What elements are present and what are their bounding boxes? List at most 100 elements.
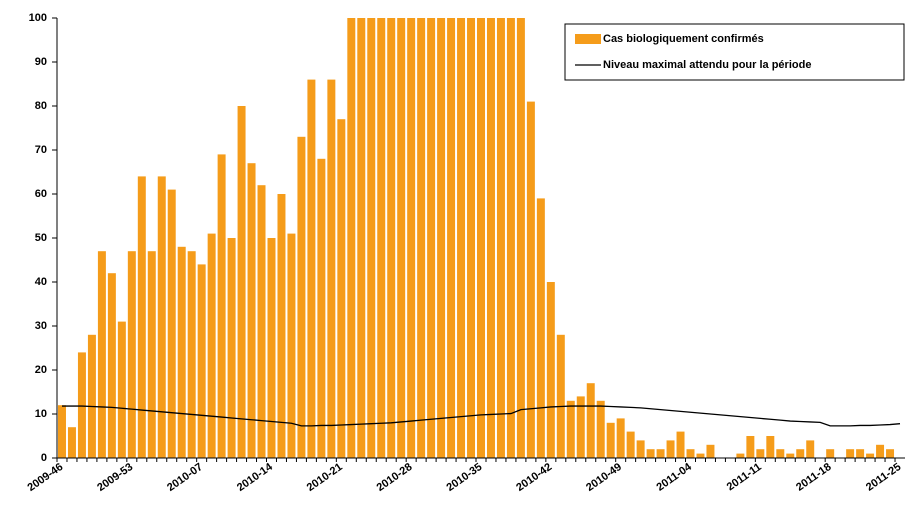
bar [486,18,495,458]
bar [506,18,515,458]
bar [317,158,326,459]
bar [856,449,865,458]
bar [477,18,485,458]
bar [806,440,815,458]
bar [297,136,306,459]
bar [227,238,236,458]
line [61,405,901,427]
bar [187,251,196,458]
bar [606,422,615,458]
bar [566,400,575,458]
bar [237,106,246,458]
bar [167,189,176,458]
x-tick-label: 2010-14 [235,461,276,494]
y-tick-label: 0 [41,452,47,464]
bar [337,119,346,458]
bar [327,79,336,458]
bar [646,449,655,458]
bar [666,440,675,458]
bar [417,18,426,458]
bar [97,251,106,458]
bar [596,400,605,458]
x-tick-label: 2010-21 [305,461,345,494]
bar [706,444,715,458]
bar [846,449,855,458]
bar [387,18,396,458]
y-tick-label: 60 [35,188,47,200]
bar [367,18,376,458]
bar [197,264,206,458]
bar [257,185,266,458]
bar [526,101,535,458]
bar [217,154,226,458]
bar [616,418,625,458]
bar [147,251,156,458]
legend-box [564,23,905,81]
bar [586,383,595,458]
bar [886,449,895,458]
bar [766,436,775,458]
legend-label: Cas biologiquement confirmés [603,33,764,45]
y-tick-label: 90 [35,56,47,68]
bar [467,18,476,458]
bar [876,444,885,458]
bar [746,436,755,458]
bar [427,18,436,458]
bar [157,176,166,458]
bar [117,321,126,458]
x-tick-label: 2010-35 [444,461,484,494]
y-tick-label: 50 [35,232,47,244]
bar [437,18,446,458]
y-tick-label: 70 [35,144,47,156]
x-tick-label: 2011-04 [654,461,694,494]
bar [127,251,136,458]
bar [177,246,186,458]
bar [696,453,705,458]
bar [457,18,466,458]
x-tick-label: 2010-28 [375,461,415,494]
bar [536,198,545,458]
bar [556,334,565,458]
bar [686,449,695,458]
bar [576,396,585,458]
y-tick-label: 30 [35,320,47,332]
legend-swatch [575,34,601,44]
bar [377,18,386,458]
bar [247,163,256,458]
bar [636,440,645,458]
bar [496,18,505,458]
bar [786,453,795,458]
y-tick-label: 10 [35,408,47,420]
bar [676,431,685,458]
y-tick-label: 80 [35,100,47,112]
bar [756,449,765,458]
bar [796,449,805,458]
bar [207,233,216,458]
x-tick-label: 2009-46 [25,461,65,494]
x-tick-label: 2010-07 [165,461,205,494]
x-tick-label: 2011-11 [725,461,764,493]
bar [357,18,366,458]
bar [407,18,416,458]
bar [546,282,555,458]
legend-label: Niveau maximal attendu pour la période [603,59,811,71]
bar [656,449,665,458]
y-tick-label: 100 [29,12,47,24]
bar [287,233,296,458]
x-tick-label: 2009-53 [95,461,135,494]
bar [626,431,635,458]
bar [267,238,276,458]
bar [137,176,146,458]
bar [776,449,785,458]
bar [107,273,116,458]
bar [307,79,316,458]
bar [87,334,96,458]
bar [866,453,875,458]
bar [447,18,456,458]
bar [516,18,525,458]
bar [77,352,86,458]
x-tick-label: 2011-18 [794,461,833,494]
y-tick-label: 40 [35,276,47,288]
bar [397,18,406,458]
